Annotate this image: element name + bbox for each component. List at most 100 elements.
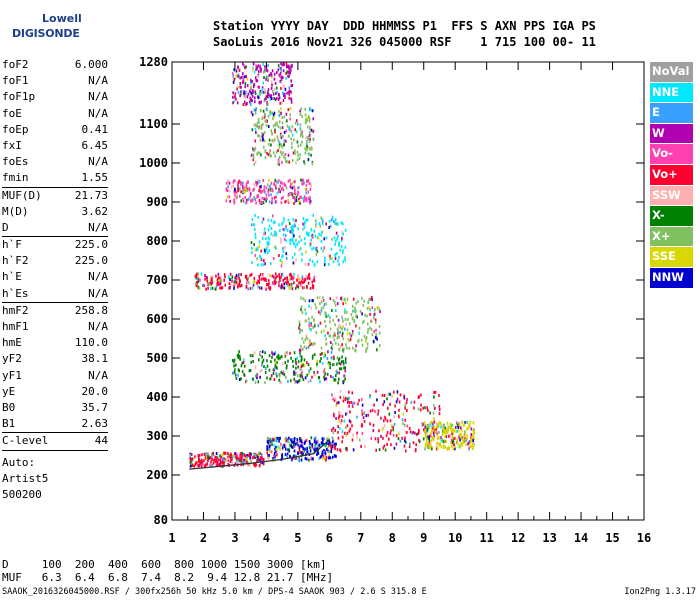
echo-point [311, 247, 313, 251]
echo-point [233, 100, 235, 104]
echo-point [304, 447, 306, 451]
echo-point [251, 99, 253, 103]
echo-point [206, 279, 208, 283]
echo-point [360, 398, 363, 402]
echo-point [278, 120, 281, 124]
echo-point [284, 87, 287, 91]
echo-point [256, 281, 259, 285]
echo-point [270, 80, 273, 84]
digisonde-logo: Lowell DIGISONDE [6, 6, 82, 44]
echo-point [200, 458, 203, 462]
echo-point [375, 333, 377, 337]
echo-point [297, 122, 299, 126]
echo-point [353, 319, 356, 323]
echo-point [345, 301, 347, 305]
echo-point [328, 257, 331, 261]
echo-point [448, 446, 450, 450]
echo-point [309, 244, 311, 248]
echo-point [344, 228, 347, 232]
echo-point [245, 74, 247, 78]
echo-point [234, 279, 237, 283]
echo-point [303, 225, 306, 229]
echo-point [345, 433, 348, 437]
echo-point [332, 298, 335, 302]
param-row: yE 20.0 [2, 384, 108, 400]
echo-point [239, 273, 241, 276]
echo-point [259, 64, 262, 68]
echo-point [299, 201, 301, 205]
echo-point [243, 90, 246, 94]
echo-point [304, 107, 306, 111]
echo-point [346, 411, 349, 415]
echo-point [412, 441, 415, 445]
echo-point [362, 416, 365, 420]
echo-point [378, 331, 381, 335]
echo-point [404, 430, 407, 434]
echo-point [292, 218, 295, 222]
echo-point [398, 415, 400, 419]
echo-point [282, 370, 285, 374]
echo-point [335, 374, 337, 378]
echo-point [366, 306, 369, 310]
echo-point [237, 65, 239, 69]
echo-point [282, 69, 285, 73]
param-value: N/A [88, 106, 108, 120]
echo-point [369, 326, 371, 330]
echo-point [270, 73, 273, 77]
echo-point [374, 437, 377, 441]
echo-point [284, 277, 286, 281]
echo-point [456, 423, 459, 427]
echo-point [254, 139, 257, 143]
echo-point [260, 200, 262, 204]
param-key: foEs [2, 155, 29, 169]
echo-point [331, 445, 334, 449]
echo-point [270, 129, 272, 133]
echo-point [240, 273, 242, 277]
param-row: B0 35.7 [2, 400, 108, 416]
echo-point [431, 447, 433, 451]
echo-point [306, 148, 308, 152]
echo-point [280, 264, 283, 268]
echo-point [197, 464, 199, 468]
echo-point [238, 69, 241, 73]
y-tick-label: 1100 [139, 117, 168, 131]
echo-point [267, 74, 270, 78]
echo-point [269, 187, 272, 191]
echo-point [468, 446, 470, 450]
echo-point [244, 85, 246, 89]
echo-point [280, 77, 283, 81]
echo-point [440, 425, 442, 429]
echo-point [300, 369, 303, 373]
echo-point [302, 178, 305, 182]
echo-point [240, 182, 242, 186]
echo-point [232, 454, 234, 458]
echo-point [291, 277, 294, 281]
echo-point [251, 80, 253, 83]
echo-point [347, 318, 349, 321]
echo-point [403, 396, 406, 400]
echo-point [261, 131, 263, 135]
param-key: MUF(D) [2, 188, 42, 202]
echo-point [266, 251, 269, 255]
echo-point [282, 98, 285, 102]
echo-point [366, 314, 368, 318]
echo-point [436, 446, 439, 450]
echo-point [254, 111, 257, 115]
echo-point [340, 245, 343, 249]
echo-point [342, 399, 345, 403]
echo-point [304, 198, 306, 202]
echo-point [425, 428, 427, 432]
echo-point [333, 445, 336, 449]
echo-point [264, 150, 266, 154]
echo-point [313, 342, 316, 346]
echo-point [325, 302, 327, 306]
echo-point [240, 90, 243, 93]
echo-point [332, 334, 335, 338]
echo-point [218, 462, 221, 466]
echo-point [444, 434, 446, 438]
polarization-legend: NoVal NNE E W Vo- Vo+ SSW X- X+ SSE NNW [650, 62, 693, 289]
echo-point [456, 421, 458, 425]
echo-point [311, 233, 314, 237]
echo-point [328, 440, 331, 444]
echo-point [219, 458, 221, 462]
